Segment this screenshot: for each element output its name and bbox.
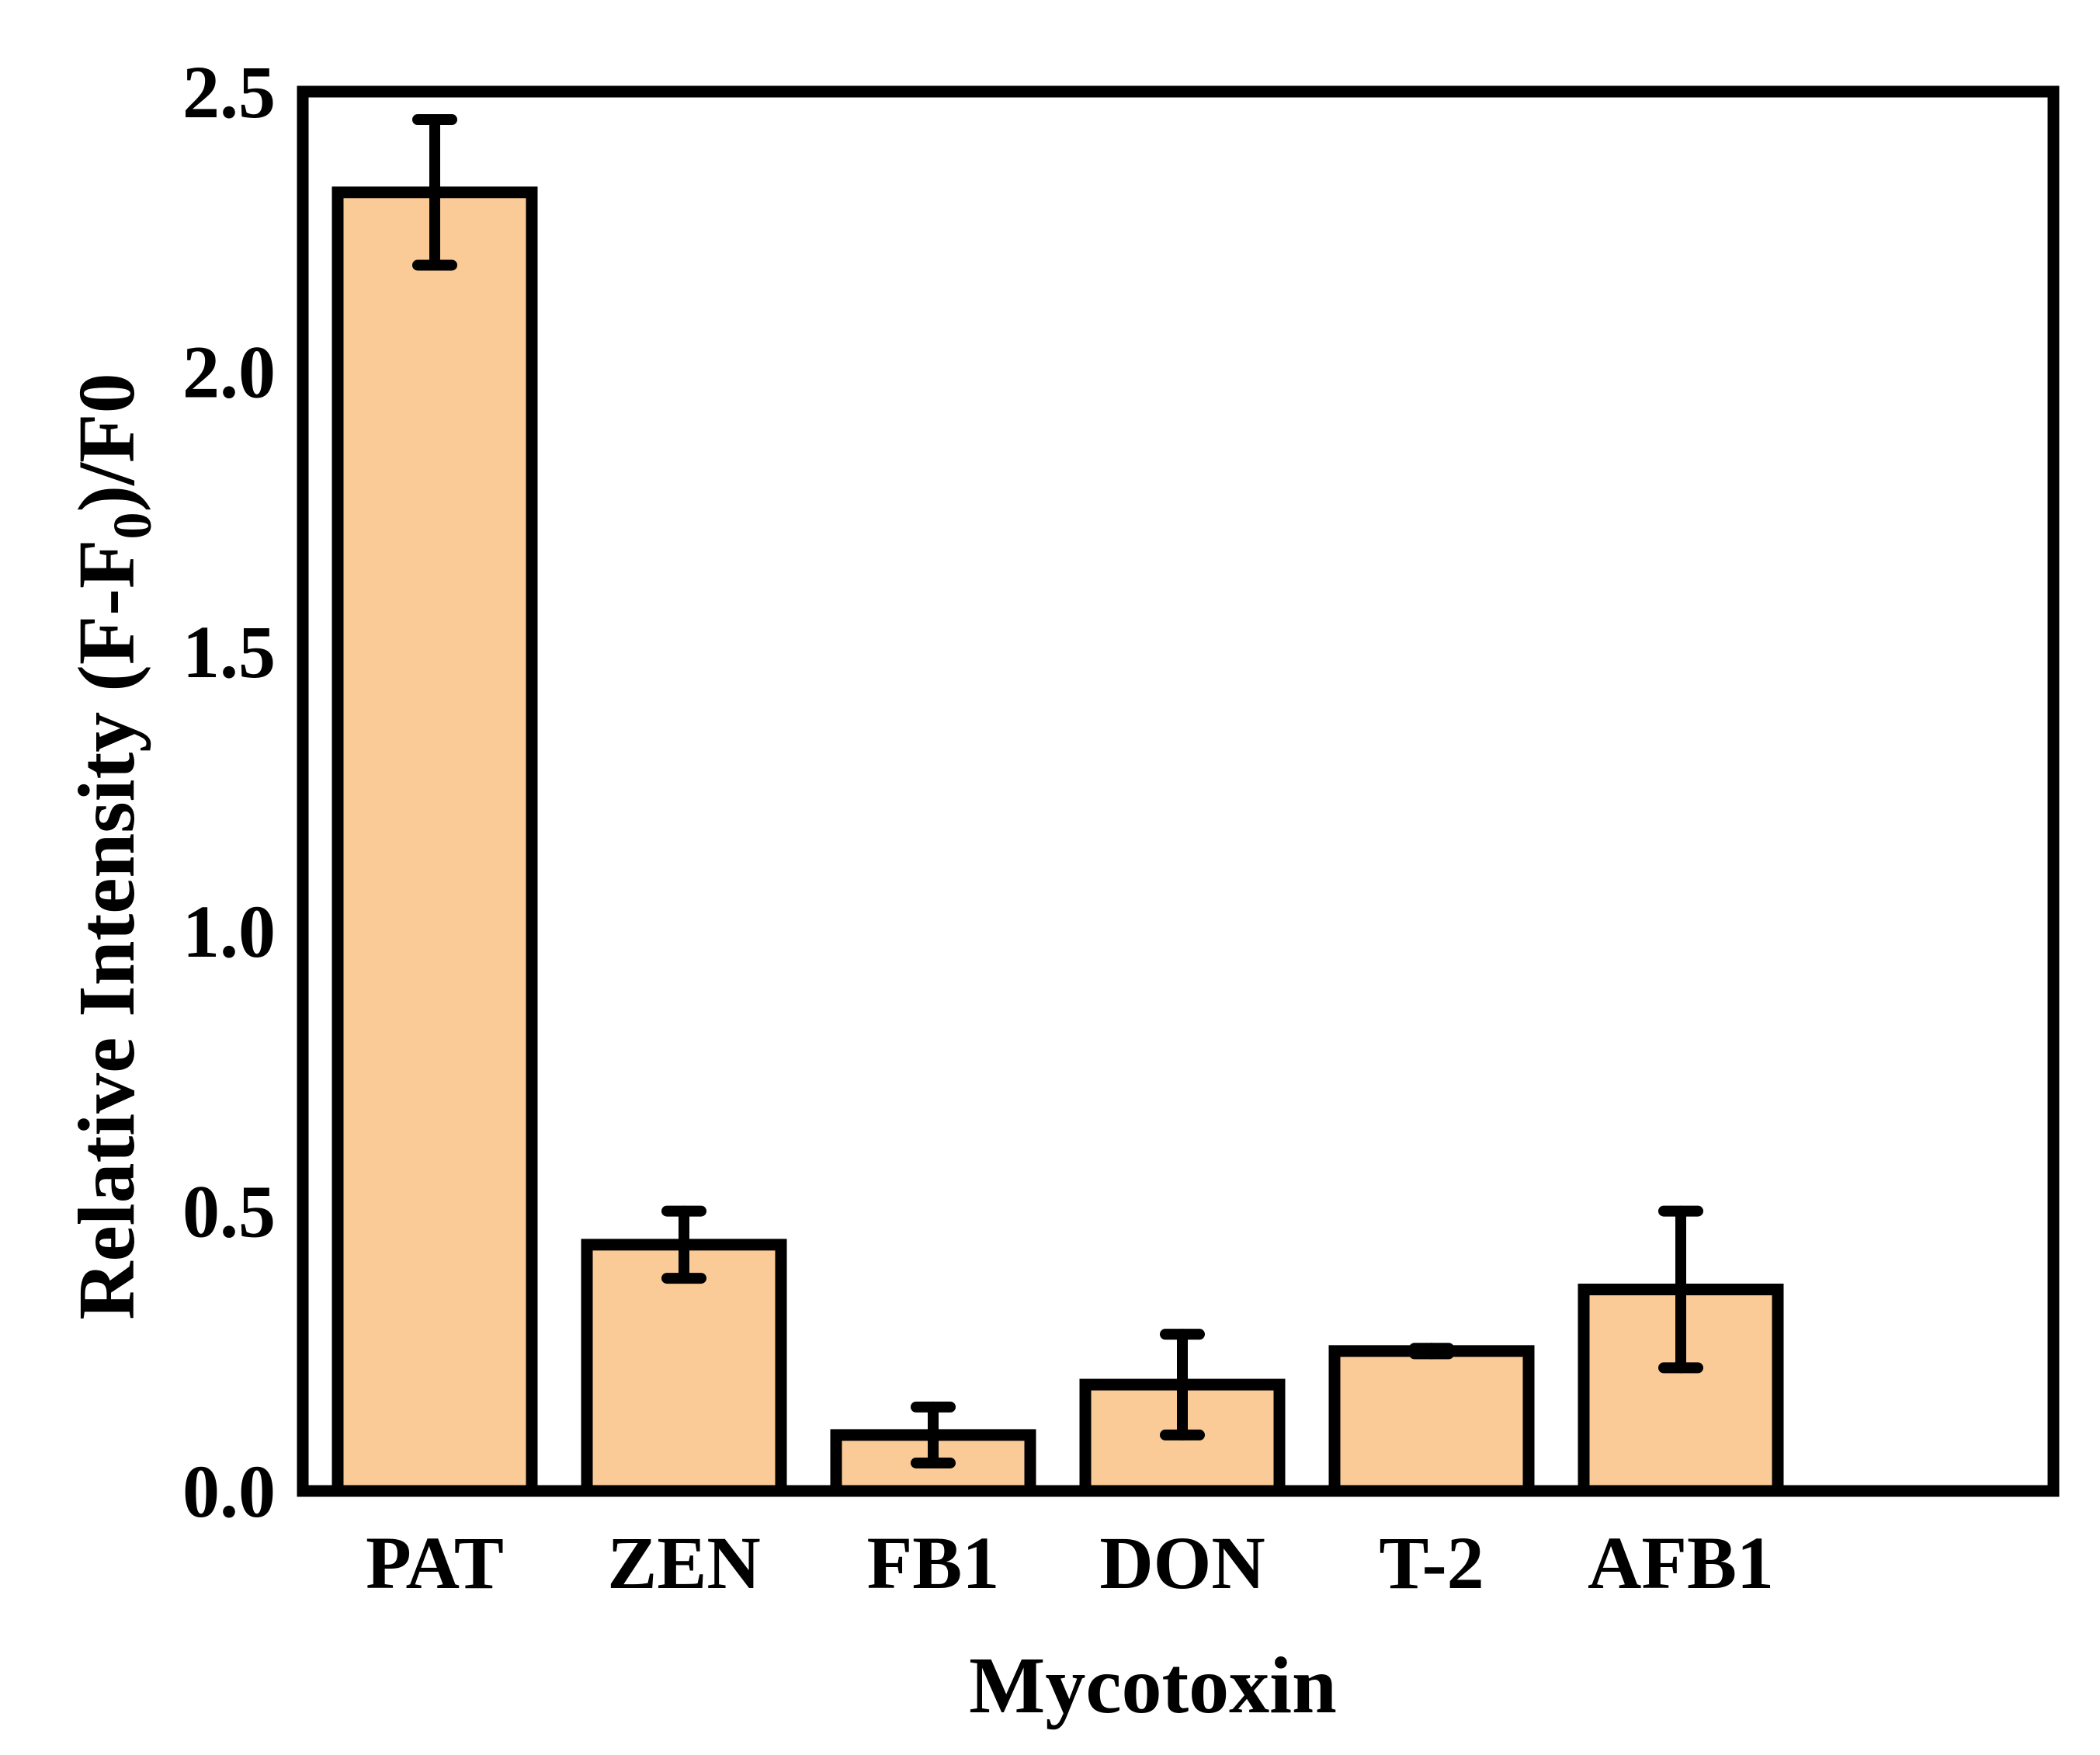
x-tick-label-zen: ZEN xyxy=(607,1521,760,1604)
bar-pat xyxy=(331,186,538,1497)
bar-zen xyxy=(581,1239,787,1497)
x-axis-title: Mycotoxin xyxy=(969,1641,1337,1730)
bar-afb1 xyxy=(1578,1284,1784,1497)
x-tick-label-afb1: AFB1 xyxy=(1588,1521,1774,1604)
x-tick-label-fb1: FB1 xyxy=(867,1521,1000,1604)
y-tick-label: 0.0 xyxy=(182,1450,276,1533)
y-tick-label: 2.0 xyxy=(182,330,276,413)
plot-frame xyxy=(297,85,2060,1497)
x-tick-label-don: DON xyxy=(1099,1521,1265,1604)
x-tick-label-t-2: T-2 xyxy=(1379,1521,1484,1604)
y-tick-label: 0.5 xyxy=(182,1170,276,1253)
y-axis-title-main: Relative Intensity (F-F xyxy=(62,539,151,1319)
y-axis-title-subscript: 0 xyxy=(103,512,163,539)
x-tick-label-pat: PAT xyxy=(366,1521,504,1604)
y-tick-label: 2.5 xyxy=(182,50,276,134)
y-tick-label: 1.5 xyxy=(182,610,276,693)
y-tick-label: 1.0 xyxy=(182,890,276,973)
y-axis-title-tail: )/F0 xyxy=(62,373,151,512)
y-axis-title: Relative Intensity (F-F0)/F0 xyxy=(62,373,163,1319)
bar-t-2 xyxy=(1328,1345,1535,1497)
